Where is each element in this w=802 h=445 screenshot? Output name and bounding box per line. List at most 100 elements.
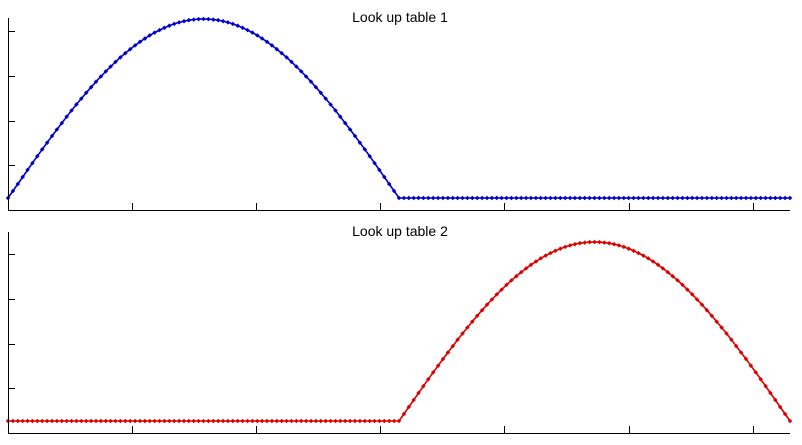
data-point (69, 108, 74, 113)
data-point (372, 418, 377, 424)
data-point (474, 195, 480, 201)
data-point (675, 195, 680, 201)
data-point (235, 418, 240, 424)
data-point (572, 195, 578, 201)
data-point (709, 313, 715, 319)
data-point (401, 411, 407, 417)
chart-1-title: Look up table 1 (352, 9, 448, 25)
data-point (284, 418, 289, 424)
data-point (528, 262, 534, 268)
data-point (88, 84, 94, 90)
data-point (562, 244, 568, 250)
data-point (401, 195, 407, 201)
data-point (396, 418, 402, 424)
data-point (460, 331, 465, 336)
data-point (64, 418, 69, 424)
data-point (665, 195, 671, 201)
data-point (753, 195, 759, 201)
data-point (362, 418, 368, 424)
data-point (465, 325, 470, 330)
data-point (699, 302, 705, 307)
data-point (103, 418, 109, 424)
data-point (777, 195, 783, 201)
data-point (621, 195, 627, 201)
data-point (733, 343, 739, 349)
data-point (753, 370, 759, 375)
data-point (74, 102, 79, 107)
data-point (631, 195, 636, 201)
data-point (298, 418, 304, 424)
data-point (528, 195, 534, 201)
data-point (386, 418, 392, 424)
data-point (655, 262, 661, 268)
data-point (426, 195, 431, 201)
data-point (587, 195, 592, 201)
data-point (670, 195, 675, 201)
data-point (162, 418, 167, 424)
data-point (25, 167, 30, 173)
data-point (93, 79, 99, 84)
data-point (69, 418, 74, 424)
data-point (470, 195, 475, 201)
data-point (245, 418, 250, 424)
data-point (313, 418, 319, 424)
chart-2-marks (5, 239, 793, 424)
data-point (333, 418, 338, 424)
data-point (152, 30, 157, 35)
data-point (181, 18, 187, 24)
data-point (587, 239, 592, 245)
data-point (416, 195, 421, 201)
data-point (157, 418, 162, 424)
data-point (577, 240, 583, 246)
data-point (88, 418, 94, 424)
data-point (694, 297, 700, 302)
data-point (196, 418, 201, 424)
data-point (426, 376, 431, 382)
chart-2-title: Look up table 2 (352, 223, 448, 239)
data-point (782, 195, 788, 201)
data-point (328, 418, 333, 424)
data-point (504, 282, 509, 288)
data-point (523, 195, 529, 201)
data-point (592, 239, 597, 245)
data-point (533, 259, 539, 264)
data-point (523, 266, 529, 271)
data-point (367, 153, 372, 159)
data-point (504, 195, 509, 201)
data-point (484, 302, 490, 307)
data-point (220, 18, 226, 24)
data-point (357, 140, 363, 145)
data-point (680, 282, 685, 288)
data-point (455, 195, 460, 201)
data-point (167, 418, 172, 424)
data-point (308, 418, 314, 424)
data-point (318, 90, 324, 96)
data-point (255, 33, 260, 38)
data-point (626, 195, 631, 201)
data-point (567, 195, 573, 201)
data-point (670, 273, 675, 279)
data-point (64, 114, 69, 119)
data-point (186, 418, 192, 424)
data-point (646, 195, 651, 201)
data-point (494, 292, 499, 297)
data-point (35, 153, 40, 159)
data-point (514, 273, 519, 279)
data-point (416, 390, 421, 396)
data-point (602, 240, 607, 245)
data-point (54, 418, 60, 424)
data-point (650, 259, 656, 264)
data-point (538, 195, 543, 201)
data-point (611, 195, 617, 201)
data-point (74, 418, 79, 424)
data-point (518, 195, 524, 201)
data-point (489, 195, 495, 201)
data-point (25, 418, 30, 424)
data-point (206, 16, 211, 22)
data-point (352, 418, 358, 424)
data-point (142, 418, 148, 424)
series-line (7, 18, 790, 199)
data-point (763, 195, 768, 201)
data-point (509, 195, 514, 201)
data-point (435, 195, 441, 201)
